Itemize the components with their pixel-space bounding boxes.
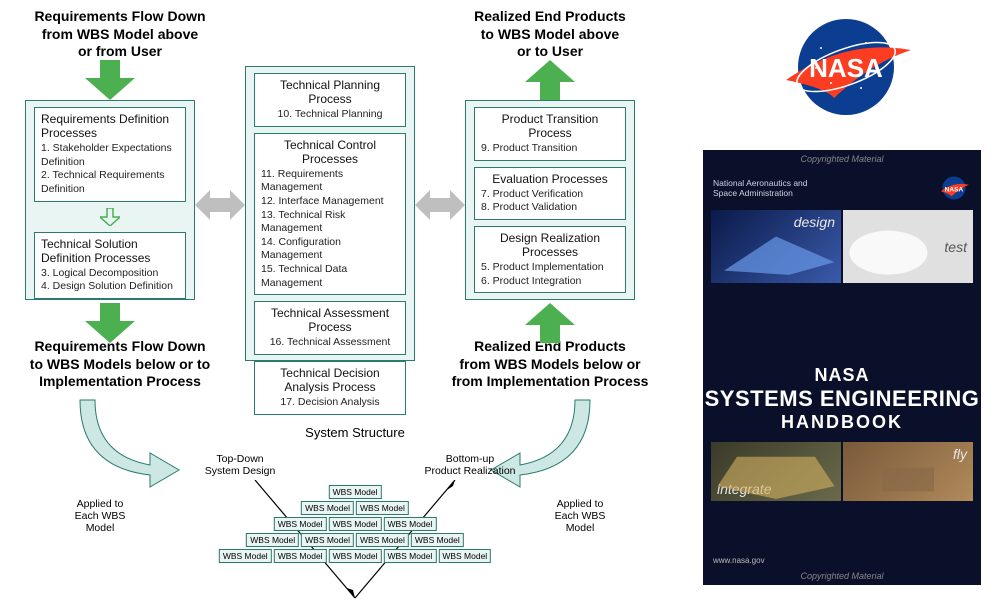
technical-solution-group: Technical Solution Definition Processes … (34, 232, 186, 299)
bottom-up-label: Bottom-up Product Realization (415, 453, 525, 477)
applied-left-label: Applied to Each WBS Model (60, 498, 140, 534)
inner-arrow-down-icon (100, 208, 120, 226)
book-title: NASA SYSTEMS ENGINEERING HANDBOOK (703, 365, 981, 433)
wbs-model-cell: WBS Model (301, 501, 354, 515)
process-item: 3. Logical Decomposition (41, 267, 179, 281)
group-title: Technical Decision Analysis Process (261, 366, 399, 394)
book-quad-top: design test (711, 210, 973, 358)
product-transition-group: Product Transition Process 9. Product Tr… (474, 107, 626, 161)
caption-realized-bottom: Realized End Products from WBS Models be… (440, 338, 660, 391)
left-column: Requirements Definition Processes 1. Sta… (25, 100, 195, 300)
nasa-logo-small-icon: NASA (937, 174, 971, 202)
arrow-down-icon (85, 303, 135, 343)
book-quad-bottom: integrate fly (711, 442, 973, 562)
group-title: Design Realization Processes (481, 231, 619, 259)
quad-test: test (843, 210, 973, 283)
requirements-definition-group: Requirements Definition Processes 1. Sta… (34, 107, 186, 202)
wbs-model-cell: WBS Model (383, 549, 436, 563)
system-structure-title: System Structure (305, 425, 405, 440)
technical-decision-group: Technical Decision Analysis Process 17. … (254, 361, 406, 415)
systems-engineering-diagram: Requirements Flow Down from WBS Model ab… (0, 0, 690, 601)
double-arrow-icon (415, 185, 465, 225)
wbs-model-cell: WBS Model (329, 485, 382, 499)
process-item: 13. Technical Risk Management (261, 209, 399, 236)
pyramid-row: WBS ModelWBS ModelWBS Model (219, 517, 491, 531)
system-structure: System Structure Top-Down System Design … (165, 425, 545, 601)
double-arrow-icon (195, 185, 245, 225)
quad-integrate: integrate (711, 442, 841, 501)
process-item: 6. Product Integration (481, 275, 619, 289)
evaluation-group: Evaluation Processes 7. Product Verifica… (474, 167, 626, 220)
process-item: 16. Technical Assessment (261, 336, 399, 350)
wbs-model-cell: WBS Model (411, 533, 464, 547)
arrow-up-icon (525, 303, 575, 343)
wbs-model-cell: WBS Model (329, 517, 382, 531)
wbs-model-cell: WBS Model (274, 517, 327, 531)
wbs-model-cell: WBS Model (219, 549, 272, 563)
process-item: 14. Configuration Management (261, 236, 399, 263)
process-item: 5. Product Implementation (481, 261, 619, 275)
group-title: Technical Assessment Process (261, 306, 399, 334)
arrow-down-icon (85, 60, 135, 100)
process-item: 12. Interface Management (261, 195, 399, 209)
wbs-model-cell: WBS Model (383, 517, 436, 531)
technical-assessment-group: Technical Assessment Process 16. Technic… (254, 301, 406, 355)
quad-design: design (711, 210, 841, 283)
nasa-text: NASA (809, 53, 883, 83)
caption-req-flow-down-bottom: Requirements Flow Down to WBS Models bel… (10, 338, 230, 391)
top-down-label: Top-Down System Design (185, 453, 295, 477)
group-title: Evaluation Processes (481, 172, 619, 186)
process-item: 4. Design Solution Definition (41, 280, 179, 294)
right-column: Product Transition Process 9. Product Tr… (465, 100, 635, 300)
process-item: 9. Product Transition (481, 142, 619, 156)
technical-control-group: Technical Control Processes 11. Requirem… (254, 133, 406, 296)
process-item: 1. Stakeholder Expectations Definition (41, 142, 179, 169)
process-item: 7. Product Verification (481, 188, 619, 202)
svg-text:NASA: NASA (945, 186, 964, 193)
quad-fly: fly (843, 442, 973, 501)
center-column: Technical Planning Process 10. Technical… (245, 66, 415, 361)
pyramid-row: WBS ModelWBS ModelWBS ModelWBS Model (219, 533, 491, 547)
pyramid-row: WBS ModelWBS Model (219, 501, 491, 515)
wbs-model-cell: WBS Model (438, 549, 491, 563)
book-url: www.nasa.gov (713, 556, 765, 565)
handbook-cover: Copyrighted Material National Aeronautic… (703, 150, 981, 585)
copyrighted-top: Copyrighted Material (703, 154, 981, 164)
wbs-model-cell: WBS Model (356, 501, 409, 515)
process-item: 17. Decision Analysis (261, 396, 399, 410)
wbs-pyramid: WBS ModelWBS ModelWBS ModelWBS ModelWBS … (219, 485, 491, 565)
pyramid-row: WBS Model (219, 485, 491, 499)
group-title: Requirements Definition Processes (41, 112, 179, 140)
process-item: 8. Product Validation (481, 201, 619, 215)
group-title: Technical Solution Definition Processes (41, 237, 179, 265)
wbs-model-cell: WBS Model (274, 549, 327, 563)
technical-planning-group: Technical Planning Process 10. Technical… (254, 73, 406, 127)
agency-name: National Aeronautics and Space Administr… (713, 178, 808, 198)
group-title: Technical Planning Process (261, 78, 399, 106)
process-item: 11. Requirements Management (261, 168, 399, 195)
copyrighted-bottom: Copyrighted Material (703, 571, 981, 581)
process-item: 10. Technical Planning (261, 108, 399, 122)
wbs-model-cell: WBS Model (329, 549, 382, 563)
arrow-up-icon (525, 60, 575, 100)
caption-req-flow-down-top: Requirements Flow Down from WBS Model ab… (10, 8, 230, 61)
process-item: 15. Technical Data Management (261, 263, 399, 290)
process-item: 2. Technical Requirements Definition (41, 169, 179, 196)
wbs-model-cell: WBS Model (356, 533, 409, 547)
pyramid-row: WBS ModelWBS ModelWBS ModelWBS ModelWBS … (219, 549, 491, 563)
design-realization-group: Design Realization Processes 5. Product … (474, 226, 626, 293)
group-title: Product Transition Process (481, 112, 619, 140)
book-top-bar: National Aeronautics and Space Administr… (703, 170, 981, 206)
applied-right-label: Applied to Each WBS Model (540, 498, 620, 534)
book-title-se: SYSTEMS ENGINEERING (703, 386, 981, 412)
wbs-model-cell: WBS Model (246, 533, 299, 547)
caption-realized-top: Realized End Products to WBS Model above… (440, 8, 660, 61)
book-title-nasa: NASA (703, 365, 981, 386)
nasa-logo: NASA (776, 8, 916, 126)
wbs-model-cell: WBS Model (301, 533, 354, 547)
book-title-handbook: HANDBOOK (703, 412, 981, 433)
group-title: Technical Control Processes (261, 138, 399, 166)
